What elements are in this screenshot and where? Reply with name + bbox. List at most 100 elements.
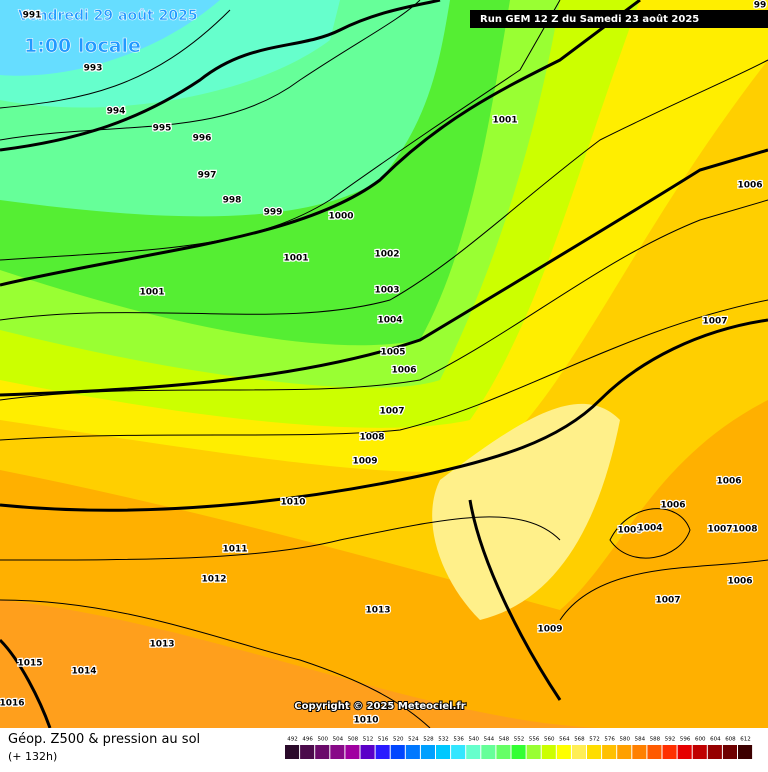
scale-swatch [511,745,526,759]
isobar-label: 1001 [492,116,517,126]
isobar-label: 1002 [374,250,399,260]
scale-swatch [436,745,451,759]
scale-label: 540 [469,737,480,743]
isobar-label: 1005 [617,526,642,536]
scale-label: 600 [695,737,706,743]
scale-swatch [556,745,571,759]
scale-swatch [541,745,556,759]
isobar-label: 1000 [328,212,353,222]
isobar-label: 1016 [0,699,25,709]
isobar-label: 1007 [655,596,680,606]
scale-label: 520 [393,737,404,743]
isobar-label: 1009 [537,625,562,635]
scale-swatch [617,745,632,759]
scale-swatch [722,745,737,759]
copyright: Copyright © 2025 Meteociel.fr [294,701,465,712]
scale-label: 584 [635,737,646,743]
isobar-label: 1013 [149,640,174,650]
isobar-label: 1004 [377,316,402,326]
scale-swatch [707,745,722,759]
isobar-label: 995 [153,124,172,134]
isobar-label: 1010 [353,716,378,726]
scale-swatch [526,745,541,759]
scale-swatch [738,745,753,759]
isobar-label: 993 [84,64,103,74]
isobar-label: 1003 [374,286,399,296]
isobar-label: 1006 [660,501,685,511]
scale-label: 572 [589,737,600,743]
footer-lead: (+ 132h) [8,750,57,763]
scale-swatch [481,745,496,759]
scale-label: 604 [710,737,721,743]
isobar-label: 1007 [702,317,727,327]
scale-swatch [300,745,315,759]
scale-swatch [692,745,707,759]
isobar-label: 996 [193,134,212,144]
scale-swatch [315,745,330,759]
isobar-label: 1005 [380,348,405,358]
isobar-label: 1009 [352,457,377,467]
isobar-label: 1007 [379,407,404,417]
scale-label: 508 [348,737,359,743]
scale-swatch [360,745,375,759]
isobar-label: 1006 [716,477,741,487]
scale-label: 528 [423,737,434,743]
scale-label: 500 [318,737,329,743]
scale-swatch [451,745,466,759]
scale-label: 608 [725,737,736,743]
isobar-label: 1012 [201,575,226,585]
scale-swatch [390,745,405,759]
scale-label: 504 [333,737,344,743]
footer-title: Géop. Z500 & pression au sol [8,732,200,747]
scale-label: 552 [514,737,525,743]
scale-swatch [571,745,586,759]
isobar-label: 1015 [17,659,42,669]
scale-label: 536 [453,737,464,743]
scale-swatch [647,745,662,759]
scale-label: 612 [740,737,751,743]
scale-swatch [662,745,677,759]
time: 1:00 locale [24,35,141,57]
isobar-label: 999 [264,208,283,218]
isobar-label: 1006 [737,181,762,191]
isobar-label: 1008 [359,433,384,443]
scale-swatch [496,745,511,759]
isobar-label: 997 [198,171,217,181]
scale-label: 492 [287,737,298,743]
scale-label: 576 [604,737,615,743]
isobar-label: 994 [107,107,126,117]
scale-label: 532 [438,737,449,743]
scale-label: 544 [484,737,495,743]
scale-label: 560 [544,737,555,743]
scale-label: 496 [302,737,313,743]
run-box [470,10,768,28]
scale-label: 568 [574,737,585,743]
scale-swatch [405,745,420,759]
color-scale: 492 496 500 504 508 512 516 520 524 528 532 536 540 5… [285,737,753,759]
scale-swatch [420,745,435,759]
scale-label: 556 [529,737,540,743]
isobar-label: 1006 [391,366,416,376]
scale-swatch [587,745,602,759]
scale-swatch [466,745,481,759]
scale-swatch [330,745,345,759]
isobar-label: 1010 [280,498,305,508]
heavy-isobars [0,0,768,729]
date: Vendredi 29 août 2025 [18,8,198,24]
scale-swatch [285,745,300,759]
isobars [0,0,768,729]
isobar-label: 1007 [707,525,732,535]
isobar-label: 1001 [283,254,308,264]
isobar-label: 998 [223,196,242,206]
scale-label: 580 [620,737,631,743]
scale-label: 512 [363,737,374,743]
isobar-label: 1013 [365,606,390,616]
scale-label: 564 [559,737,570,743]
scale-swatch [375,745,390,759]
isobar-label: 1006 [727,577,752,587]
scale-swatch [677,745,692,759]
scale-swatch [345,745,360,759]
isobar-label: 1014 [71,667,96,677]
scale-label: 596 [680,737,691,743]
